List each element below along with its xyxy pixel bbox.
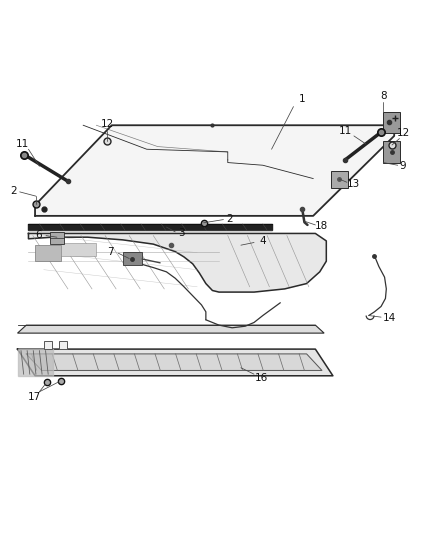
Text: 8: 8 xyxy=(380,91,387,101)
Polygon shape xyxy=(383,112,400,133)
Text: 2: 2 xyxy=(226,214,233,223)
Text: 2: 2 xyxy=(11,186,18,196)
Text: 18: 18 xyxy=(315,221,328,231)
Polygon shape xyxy=(28,233,326,292)
Text: 3: 3 xyxy=(178,229,185,238)
Polygon shape xyxy=(61,243,96,256)
Text: 11: 11 xyxy=(339,126,352,135)
Text: 11: 11 xyxy=(16,139,29,149)
Polygon shape xyxy=(123,252,142,265)
Text: 14: 14 xyxy=(382,313,396,322)
Polygon shape xyxy=(26,354,322,370)
Polygon shape xyxy=(50,232,64,244)
Text: 16: 16 xyxy=(255,374,268,383)
Polygon shape xyxy=(18,349,53,376)
Polygon shape xyxy=(18,349,333,376)
Text: 4: 4 xyxy=(259,237,266,246)
Text: 9: 9 xyxy=(399,161,406,171)
Polygon shape xyxy=(35,245,61,261)
Polygon shape xyxy=(35,125,394,216)
Text: 7: 7 xyxy=(107,247,114,256)
Polygon shape xyxy=(331,171,348,188)
Text: 17: 17 xyxy=(28,392,41,402)
Polygon shape xyxy=(28,224,272,230)
Text: 12: 12 xyxy=(101,119,114,128)
Text: 13: 13 xyxy=(347,180,360,189)
Polygon shape xyxy=(383,141,400,163)
Text: 1: 1 xyxy=(299,94,306,103)
Polygon shape xyxy=(44,341,52,349)
Polygon shape xyxy=(18,325,324,333)
Text: 12: 12 xyxy=(396,128,410,138)
Text: 6: 6 xyxy=(35,230,42,239)
Polygon shape xyxy=(59,341,67,349)
